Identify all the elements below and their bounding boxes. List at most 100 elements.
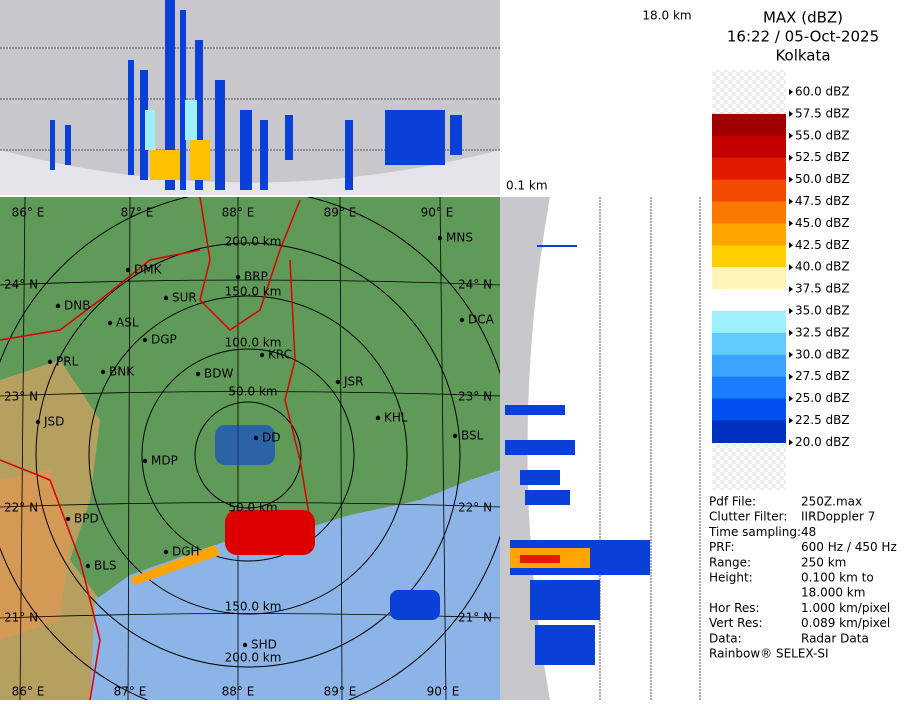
city-dot <box>107 320 113 326</box>
city-label: SUR <box>172 291 197 305</box>
range-ring-label: 200.0 km <box>225 235 282 249</box>
range-ring-label: 100.0 km <box>225 336 282 350</box>
city-dot <box>459 317 465 323</box>
city-dot <box>375 415 381 421</box>
lon-label: 89° E <box>324 206 357 220</box>
legend-swatch <box>712 267 786 290</box>
city-label: BDW <box>204 367 233 381</box>
info-label: Range: <box>709 555 751 569</box>
lon-label: 86° E <box>12 206 45 220</box>
range-ring-label: 150.0 km <box>225 285 282 299</box>
city-dot <box>452 433 458 439</box>
legend-swatch <box>712 179 786 203</box>
lat-label: 23° N <box>458 390 492 404</box>
legend-swatch <box>712 157 786 181</box>
info-label: Hor Res: <box>709 601 760 615</box>
legend-label: 40.0 dBZ <box>795 260 850 274</box>
city-dot <box>335 379 341 385</box>
legend-tick <box>789 417 793 424</box>
city-label: BNK <box>109 365 135 379</box>
lon-label: 89° E <box>324 685 357 699</box>
info-value: 250 km <box>801 555 846 569</box>
city-dot <box>35 419 41 425</box>
info-label: PRF: <box>709 540 735 554</box>
top-height-label: 18.0 km <box>642 9 691 23</box>
legend-label: 27.5 dBZ <box>795 369 850 383</box>
city-label: MDP <box>151 454 178 468</box>
lat-label: 23° N <box>4 390 38 404</box>
city-dot <box>47 359 53 365</box>
city-dot <box>125 267 131 273</box>
legend-label: 20.0 dBZ <box>795 435 850 449</box>
legend-label: 35.0 dBZ <box>795 304 850 318</box>
lat-label: 21° N <box>4 611 38 625</box>
legend-label: 50.0 dBZ <box>795 172 850 186</box>
legend-tick <box>789 329 793 336</box>
legend-swatch <box>712 113 786 137</box>
legend-label: 52.5 dBZ <box>795 150 850 164</box>
lon-label: 86° E <box>12 685 45 699</box>
info-value: 18.000 km <box>801 586 865 600</box>
range-ring-label: 50.0 km <box>228 385 277 399</box>
top-panel: 18.0 km <box>0 0 692 195</box>
range-ring-label: 50.0 km <box>228 501 277 515</box>
legend-label: 57.5 dBZ <box>795 106 850 120</box>
legend-tick <box>789 132 793 139</box>
city-label: PRL <box>56 355 79 369</box>
lon-label: 88° E <box>222 685 255 699</box>
info-label: Clutter Filter: <box>709 510 787 524</box>
legend-swatch <box>712 245 786 268</box>
city-label: KHL <box>384 411 408 425</box>
city-label: DCA <box>468 313 495 327</box>
lat-label: 22° N <box>4 501 38 515</box>
lon-label: 88° E <box>222 206 255 220</box>
legend-tick <box>789 176 793 183</box>
lat-label: 24° N <box>458 278 492 292</box>
city-dot <box>195 371 201 377</box>
legend-tick <box>789 110 793 117</box>
lon-label: 90° E <box>427 685 460 699</box>
side-height-label: 0.1 km <box>506 179 548 193</box>
info-label: Time sampling:48 <box>708 525 816 539</box>
city-label: BPD <box>74 512 99 526</box>
range-ring-label: 150.0 km <box>225 600 282 614</box>
legend-tick <box>789 308 793 314</box>
legend-swatch <box>712 376 786 400</box>
legend-tick <box>789 439 793 446</box>
legend-label: 42.5 dBZ <box>795 238 850 252</box>
city-dot <box>163 295 169 301</box>
footer: Rainbow® SELEX-SI <box>709 647 829 661</box>
info-value: IIRDoppler 7 <box>801 510 875 524</box>
info-label: Data: <box>709 631 742 645</box>
side-panel: 0.1 km <box>500 179 701 700</box>
lat-label: 21° N <box>458 611 492 625</box>
legend-label: 55.0 dBZ <box>795 128 850 142</box>
city-dot <box>253 435 259 441</box>
map <box>0 197 500 700</box>
city-label: BRP <box>244 270 268 284</box>
map-labels: 86° E 87° E 88° E 89° E 90° E 86° E 87° E 88° E… <box>4 206 495 699</box>
info-label: Height: <box>709 571 753 585</box>
city-dot <box>163 549 169 555</box>
city-label: SHD <box>251 638 277 652</box>
legend: 60.0 dBZ 57.5 dBZ 55.0 dBZ 52.5 dBZ 50.0 dBZ… <box>712 85 850 449</box>
legend-swatch <box>712 223 786 246</box>
city-dot <box>142 458 148 464</box>
legend-swatch <box>712 332 786 356</box>
info-value: 250Z.max <box>801 495 862 509</box>
city-label: KRC <box>268 348 292 362</box>
lon-label: 87° E <box>114 685 147 699</box>
legend-swatch <box>712 420 786 443</box>
legend-label: 60.0 dBZ <box>795 85 850 99</box>
city-dot <box>65 516 71 522</box>
legend-swatch <box>712 354 786 378</box>
lon-label: 87° E <box>121 206 154 220</box>
legend-tick <box>789 395 793 402</box>
legend-label: 30.0 dBZ <box>795 347 850 361</box>
legend-tick <box>789 264 793 271</box>
lat-label: 22° N <box>458 501 492 515</box>
city-label: DNB <box>64 299 90 313</box>
legend-label: 22.5 dBZ <box>795 413 850 427</box>
site: Kolkata <box>775 47 830 65</box>
info-label: Vert Res: <box>709 616 763 630</box>
